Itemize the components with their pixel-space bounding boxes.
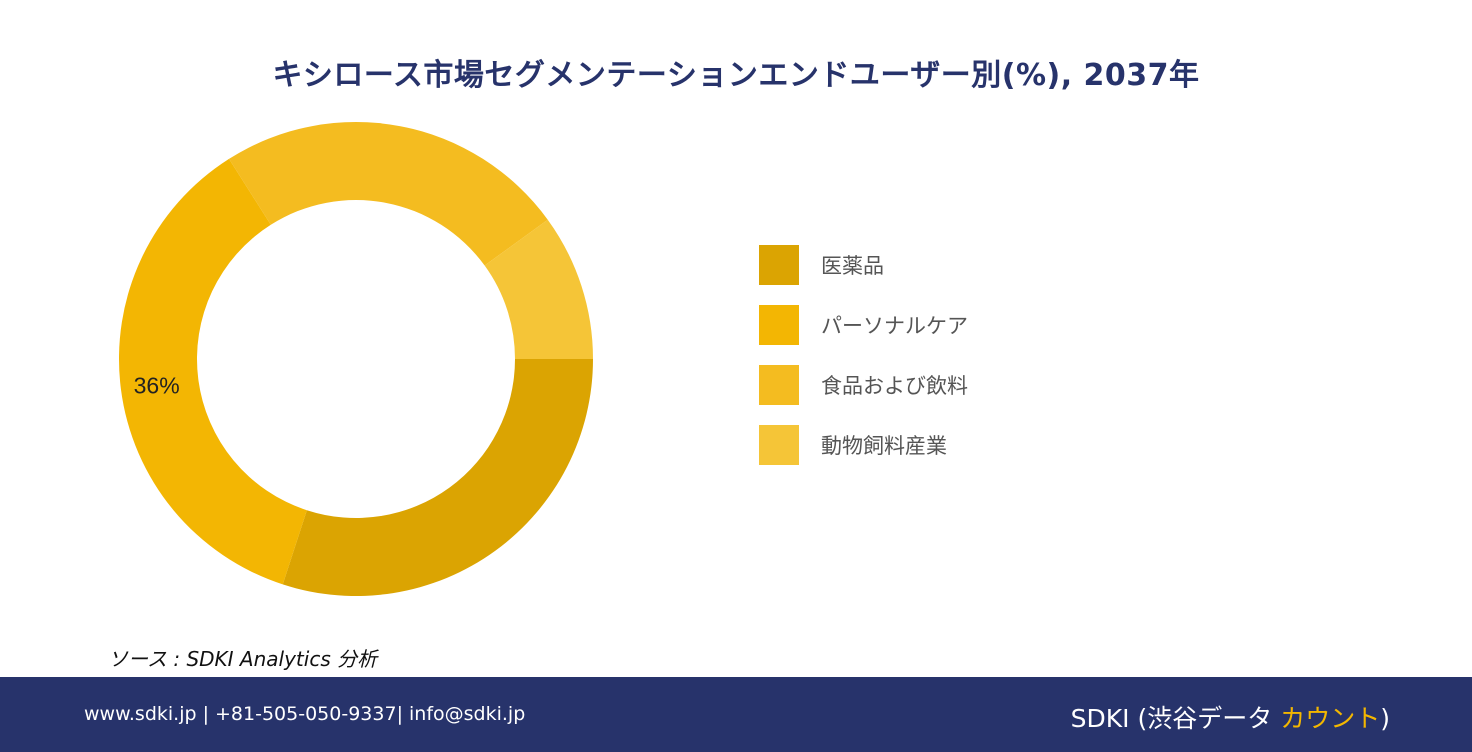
chart-title: キシロース市場セグメンテーションエンドユーザー別(%), 2037年 (272, 58, 1200, 93)
legend-swatch (759, 425, 799, 465)
legend-swatch (759, 365, 799, 405)
data-label-personal-care: 36% (134, 373, 180, 399)
legend-swatch (759, 245, 799, 285)
source-note: ソース : SDKI Analytics 分析 (108, 647, 378, 671)
footer-bar: www.sdki.jp | +81-505-050-9337| info@sdk… (0, 677, 1472, 752)
donut-slice-pharmaceuticals[interactable] (282, 359, 593, 596)
donut-slices (118, 122, 593, 596)
brand-suffix: ) (1380, 704, 1390, 733)
brand-accent: カウント (1280, 704, 1381, 733)
legend-item-personal-care[interactable]: パーソナルケア (759, 305, 968, 345)
legend-item-food-beverage[interactable]: 食品および飲料 (759, 365, 968, 405)
donut-data-labels: 36% (134, 373, 180, 399)
legend-item-animal-feed[interactable]: 動物飼料産業 (759, 425, 968, 465)
footer-contact[interactable]: www.sdki.jp | +81-505-050-9337| info@sdk… (84, 703, 526, 725)
legend-item-pharmaceuticals[interactable]: 医薬品 (759, 245, 968, 285)
legend-label: 医薬品 (821, 254, 884, 278)
chart-legend: 医薬品 パーソナルケア 食品および飲料 動物飼料産業 (759, 245, 968, 485)
legend-label: 食品および飲料 (821, 374, 968, 398)
legend-label: 動物飼料産業 (821, 434, 947, 458)
legend-label: パーソナルケア (821, 314, 968, 338)
donut-slice-food-beverage[interactable] (229, 122, 548, 266)
legend-swatch (759, 305, 799, 345)
brand-prefix: SDKI (渋谷データ (1070, 704, 1281, 733)
donut-chart: 36% (118, 122, 593, 596)
footer-brand: SDKI (渋谷データ カウント) (1071, 699, 1390, 735)
donut-slice-animal-feed[interactable] (484, 219, 593, 359)
donut-slice-personal-care[interactable] (118, 158, 307, 585)
